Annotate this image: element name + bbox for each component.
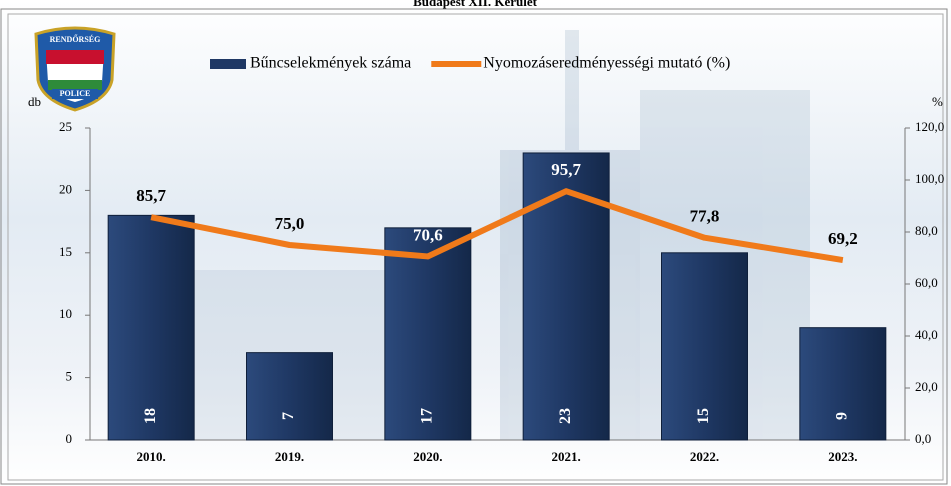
legend-label: Bűncselekmények száma xyxy=(250,55,411,72)
line-value-label: 77,8 xyxy=(690,207,720,226)
logo: RENDŐRSÉG POLICE xyxy=(34,26,116,112)
bar-value-label: 7 xyxy=(280,412,297,420)
x-tick-label: 2019. xyxy=(275,449,304,464)
frame xyxy=(0,8,948,485)
bar-value-label: 17 xyxy=(419,408,436,424)
y2-tick-label: 0,0 xyxy=(915,431,931,446)
legend-label: Nyomozáseredményességi mutató (%) xyxy=(483,55,730,72)
bar xyxy=(384,227,472,441)
x-tick-label: 2023. xyxy=(828,449,857,464)
bar xyxy=(246,352,333,441)
bar-value-label: 9 xyxy=(834,412,851,420)
x-tick-label: 2022. xyxy=(690,449,719,464)
bar xyxy=(107,214,195,441)
legend-swatch xyxy=(210,59,246,69)
y2-tick-label: 20,0 xyxy=(915,379,938,394)
y2-tick-label: 60,0 xyxy=(915,275,938,290)
bar-value-label: 23 xyxy=(557,408,574,424)
bar xyxy=(522,152,610,441)
y-tick-label: 10 xyxy=(59,306,72,321)
logo-text: POLICE xyxy=(60,89,91,98)
bar xyxy=(799,327,887,441)
y2-tick-label: 40,0 xyxy=(915,327,938,342)
bar xyxy=(661,252,748,441)
line-value-label: 69,2 xyxy=(828,229,858,248)
line-value-label: 75,0 xyxy=(275,214,305,233)
bar-value-label: 15 xyxy=(695,408,712,424)
bar-value-label: 18 xyxy=(142,408,159,424)
y-tick-label: 25 xyxy=(59,119,72,134)
x-tick-label: 2020. xyxy=(413,449,442,464)
y2-axis-title: % xyxy=(932,94,943,109)
y-axis-title: db xyxy=(28,94,41,109)
logo-text: RENDŐRSÉG xyxy=(50,34,101,44)
line-value-label: 70,6 xyxy=(413,225,443,244)
y-tick-label: 0 xyxy=(66,431,73,446)
y-tick-label: 20 xyxy=(59,181,72,196)
y-tick-label: 5 xyxy=(66,369,73,384)
y2-tick-label: 120,0 xyxy=(915,119,944,134)
y-tick-label: 15 xyxy=(59,244,72,259)
line-value-label: 95,7 xyxy=(551,160,581,179)
y2-tick-label: 100,0 xyxy=(915,171,944,186)
line-value-label: 85,7 xyxy=(136,186,166,205)
line xyxy=(150,188,844,264)
x-tick-label: 2021. xyxy=(552,449,581,464)
x-tick-label: 2010. xyxy=(137,449,166,464)
inner-frame xyxy=(7,13,944,481)
chart-title: Budapest XII. Kerület xyxy=(413,0,538,9)
y2-tick-label: 80,0 xyxy=(915,223,938,238)
